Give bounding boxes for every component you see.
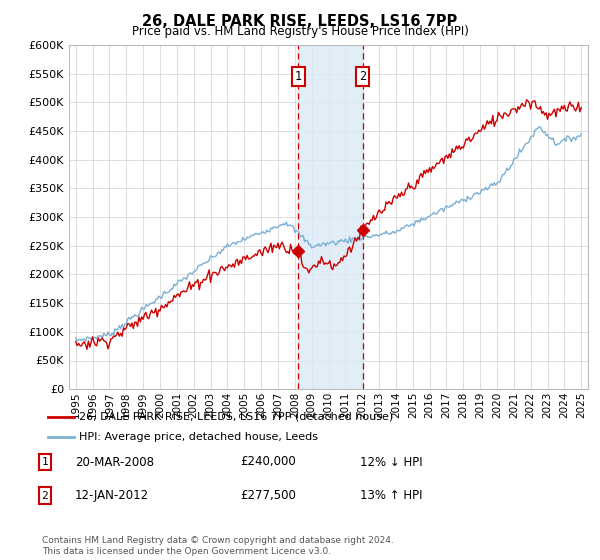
Text: HPI: Average price, detached house, Leeds: HPI: Average price, detached house, Leed… bbox=[79, 432, 318, 442]
Text: £240,000: £240,000 bbox=[240, 455, 296, 469]
Text: Contains HM Land Registry data © Crown copyright and database right 2024.
This d: Contains HM Land Registry data © Crown c… bbox=[42, 536, 394, 556]
Bar bbox=[298, 45, 363, 389]
Text: 26, DALE PARK RISE, LEEDS, LS16 7PP (detached house): 26, DALE PARK RISE, LEEDS, LS16 7PP (det… bbox=[79, 412, 393, 422]
Text: 12% ↓ HPI: 12% ↓ HPI bbox=[360, 455, 422, 469]
Text: 1: 1 bbox=[295, 70, 302, 83]
Text: 2: 2 bbox=[359, 70, 367, 83]
Text: 13% ↑ HPI: 13% ↑ HPI bbox=[360, 489, 422, 502]
Text: 20-MAR-2008: 20-MAR-2008 bbox=[75, 455, 154, 469]
Text: 12-JAN-2012: 12-JAN-2012 bbox=[75, 489, 149, 502]
Text: 2: 2 bbox=[41, 491, 49, 501]
Text: 26, DALE PARK RISE, LEEDS, LS16 7PP: 26, DALE PARK RISE, LEEDS, LS16 7PP bbox=[142, 14, 458, 29]
Text: 1: 1 bbox=[41, 457, 49, 467]
Text: £277,500: £277,500 bbox=[240, 489, 296, 502]
Text: Price paid vs. HM Land Registry's House Price Index (HPI): Price paid vs. HM Land Registry's House … bbox=[131, 25, 469, 38]
